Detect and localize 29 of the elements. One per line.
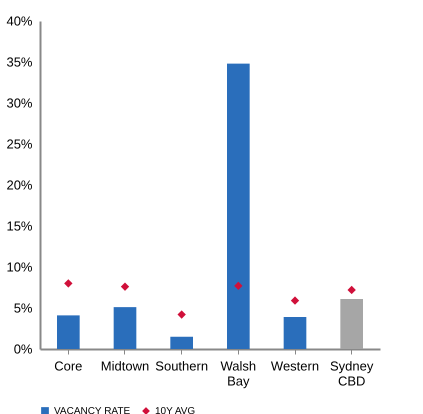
legend-label: VACANCY RATE <box>54 406 130 414</box>
y-tick-label: 5% <box>14 300 33 316</box>
bar <box>170 336 193 349</box>
point <box>234 282 243 290</box>
y-tick-label: 10% <box>6 260 33 274</box>
bar <box>114 307 136 349</box>
point <box>120 282 130 291</box>
x-tick-label: Western <box>270 358 320 374</box>
y-tick-label: 25% <box>6 136 33 152</box>
bar <box>57 315 80 349</box>
x-tick-label: Midtown <box>100 358 150 374</box>
y-tick-label: 40% <box>6 14 33 28</box>
x-tick-label: Southern <box>155 358 208 374</box>
point <box>64 279 73 288</box>
y-tick-label: 20% <box>6 178 33 192</box>
x-tick-label: Walsh Bay <box>220 358 256 388</box>
y-tick-label: 30% <box>6 96 33 110</box>
y-tick-label: 15% <box>6 218 33 234</box>
x-tick-label: Sydney CBD <box>330 358 374 388</box>
point <box>290 296 300 305</box>
y-tick-label: 35% <box>6 54 33 70</box>
bar <box>227 64 250 349</box>
bar <box>340 298 363 349</box>
y-tick-label: 0% <box>14 342 33 356</box>
legend-label: 10Y AVG <box>155 406 196 414</box>
point <box>347 286 356 294</box>
point <box>177 310 186 319</box>
bar <box>284 317 306 349</box>
x-tick-label: Core <box>54 358 82 374</box>
